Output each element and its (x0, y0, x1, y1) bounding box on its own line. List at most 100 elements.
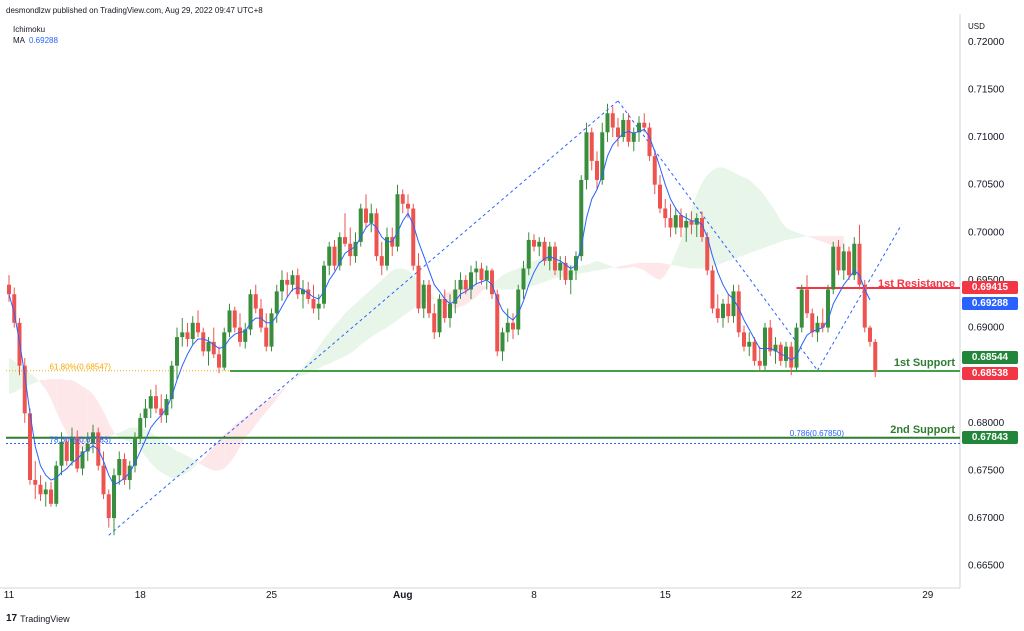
ichimoku-cloud-segment (203, 453, 209, 469)
candle-body (700, 218, 704, 238)
candle-body (49, 489, 53, 504)
ichimoku-cloud-segment (345, 308, 351, 357)
candle-body (269, 313, 274, 347)
ichimoku-cloud-segment (77, 382, 83, 450)
candle-body (752, 341, 757, 361)
candle-body (343, 237, 347, 244)
candle-body (332, 246, 337, 266)
ichimoku-cloud-segment (45, 379, 51, 400)
ichimoku-cloud-segment (639, 262, 645, 271)
ichimoku-cloud-segment (198, 459, 204, 466)
ichimoku-cloud-segment (282, 384, 288, 393)
ichimoku-cloud-segment (381, 275, 387, 331)
ichimoku-cloud-segment (392, 268, 398, 324)
candle-body (789, 346, 794, 368)
candle-body (747, 341, 752, 347)
ichimoku-cloud-segment (513, 268, 519, 290)
candle-body (437, 299, 442, 333)
candle-body (731, 291, 736, 317)
y-tick-label: 0.66500 (968, 561, 1005, 572)
ichimoku-cloud-segment (649, 262, 655, 279)
ichimoku-cloud-segment (644, 262, 650, 275)
candle-body (542, 241, 547, 261)
ichimoku-cloud-segment (187, 456, 193, 473)
candle-body (248, 294, 253, 330)
ichimoku-cloud-segment (812, 236, 818, 240)
candle-body (521, 268, 526, 290)
candle-body (117, 459, 122, 476)
candle-body (169, 365, 174, 400)
support-2-label: 2nd Support (890, 424, 955, 436)
candle-body (673, 215, 678, 228)
candle-body (668, 218, 673, 228)
ichimoku-cloud-segment (108, 422, 114, 438)
candle-body (311, 299, 316, 309)
candle-body (411, 208, 416, 266)
ichimoku-cloud-segment (271, 394, 277, 406)
candle-body (516, 289, 521, 330)
candle-body (112, 475, 116, 519)
candle-body (38, 484, 43, 495)
candle-body (280, 279, 284, 292)
price-tag-support-1: 0.68544 (962, 351, 1018, 364)
ichimoku-cloud-segment (266, 398, 272, 412)
candle-body (59, 441, 64, 466)
ichimoku-cloud-segment (171, 447, 177, 479)
x-tick-label: 18 (135, 590, 147, 601)
ichimoku-cloud-segment (397, 268, 403, 320)
candle-body (463, 279, 468, 290)
y-tick-label: 0.70500 (968, 180, 1005, 191)
candle-body (91, 432, 95, 444)
ichimoku-cloud-segment (654, 262, 660, 280)
candle-body (505, 322, 510, 333)
candle-body (364, 208, 368, 223)
ichimoku-cloud-segment (534, 258, 540, 286)
indicator-ma-legend[interactable]: MA 0.69288 (13, 36, 58, 45)
currency-label: USD (968, 22, 985, 31)
candle-body (852, 243, 857, 276)
ichimoku-cloud-segment (665, 263, 671, 276)
candle-body (196, 322, 200, 333)
candle-body (33, 479, 38, 485)
ichimoku-cloud-segment (660, 262, 666, 280)
indicator-ichimoku-label[interactable]: Ichimoku (13, 25, 46, 34)
tradingview-brand[interactable]: 17 TradingView (6, 613, 70, 624)
fib-level-label: 61.80%(0.68547) (50, 363, 112, 372)
ichimoku-cloud-segment (675, 239, 681, 267)
y-tick-label: 0.67000 (968, 513, 1005, 524)
ichimoku-cloud-segment (670, 253, 676, 266)
ichimoku-cloud-segment (759, 189, 765, 250)
candle-body (495, 294, 500, 352)
ichimoku-cloud-segment (303, 360, 309, 376)
ichimoku-cloud-segment (460, 285, 466, 307)
candle-body (185, 332, 190, 340)
ichimoku-cloud-segment (817, 236, 823, 242)
candle-body (616, 127, 620, 138)
ichimoku-cloud-segment (681, 224, 687, 268)
candle-body (579, 179, 584, 257)
candle-body (164, 399, 169, 416)
ma-label: MA (13, 36, 25, 45)
candle-body (180, 332, 185, 338)
ichimoku-cloud-segment (150, 432, 156, 469)
fib-swing-line (817, 224, 902, 371)
ichimoku-cloud-segment (828, 236, 834, 246)
ichimoku-cloud-segment (833, 236, 839, 248)
candle-body (778, 344, 783, 361)
ichimoku-cloud-segment (224, 430, 230, 469)
y-tick-label: 0.72000 (968, 37, 1005, 48)
ichimoku-cloud-segment (539, 257, 545, 284)
ichimoku-cloud-segment (56, 379, 62, 423)
candle-body (385, 237, 389, 266)
candle-body (794, 327, 799, 368)
ichimoku-cloud-segment (597, 260, 603, 271)
candle-body (574, 256, 578, 271)
ichimoku-cloud-segment (355, 299, 361, 350)
tradingview-wordmark: TradingView (20, 613, 70, 624)
ichimoku-cloud-segment (723, 167, 729, 263)
candle-body (253, 294, 258, 309)
candle-body (458, 279, 463, 290)
x-tick-label: 25 (266, 590, 278, 601)
candle-body (773, 344, 778, 352)
